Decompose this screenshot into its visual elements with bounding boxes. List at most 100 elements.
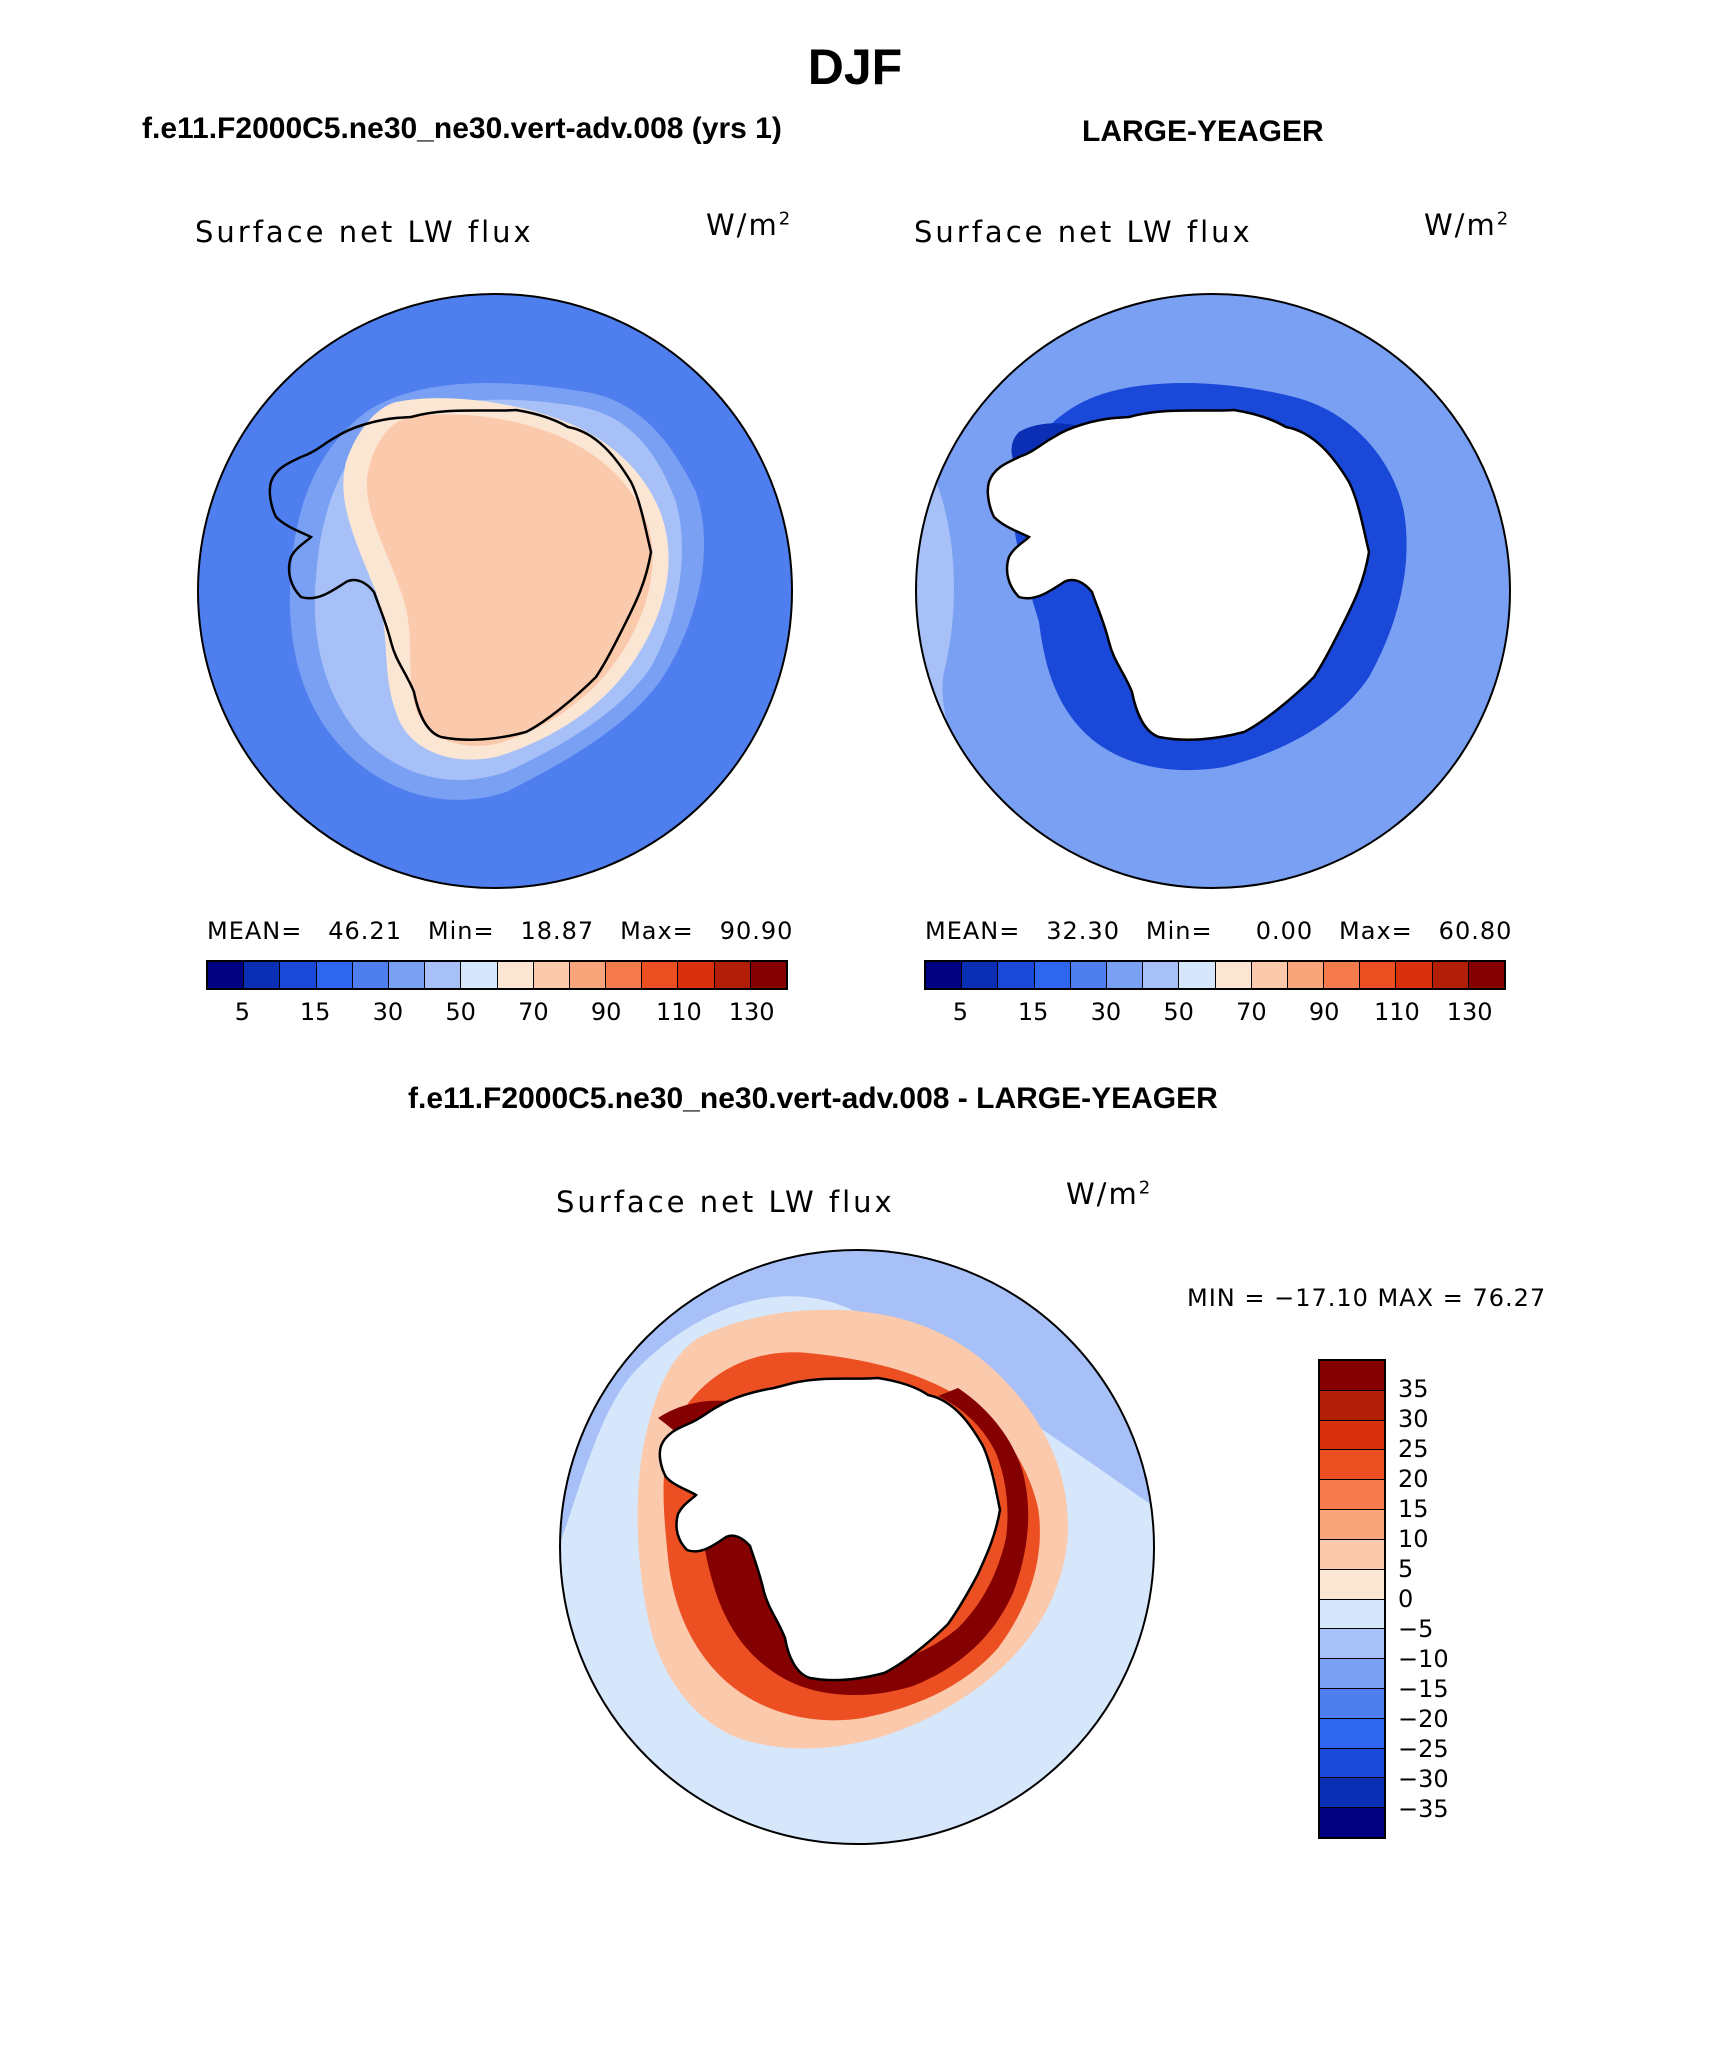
colorbar-swatch	[388, 962, 426, 988]
panel3-colorbar	[1318, 1359, 1386, 1839]
colorbar-tick-label: 10	[1398, 1525, 1429, 1553]
colorbar-tick-label: 70	[1236, 998, 1267, 1026]
colorbar-tick-label: 110	[655, 998, 702, 1026]
panel3-blue-region	[560, 1250, 1154, 1548]
colorbar-swatch	[1106, 962, 1144, 988]
colorbar-swatch	[1320, 1450, 1384, 1481]
panel3-land-mask	[659, 1378, 1000, 1681]
panel1-units-base: W/m	[706, 208, 779, 242]
panel1-mean-label: MEAN=	[207, 917, 303, 945]
panel2-max-value: 60.80	[1438, 917, 1513, 945]
colorbar-tick-label: −30	[1398, 1765, 1449, 1793]
panel3-min-max: MIN = −17.10 MAX = 76.27	[1187, 1284, 1547, 1312]
colorbar-swatch	[1320, 1748, 1384, 1779]
panel1-max-value: 90.90	[719, 917, 794, 945]
colorbar-tick-label: 0	[1398, 1585, 1414, 1613]
colorbar-swatch	[962, 962, 999, 988]
panel1-polar-map	[197, 293, 793, 889]
colorbar-tick-label: −20	[1398, 1705, 1449, 1733]
colorbar-swatch	[352, 962, 389, 988]
colorbar-swatch	[1396, 962, 1433, 988]
colorbar-swatch	[497, 962, 534, 988]
colorbar-tick-label: −35	[1398, 1795, 1449, 1823]
panel1-units-exp: 2	[778, 208, 793, 230]
colorbar-swatch	[1215, 962, 1252, 988]
panel1-coastline	[268, 408, 653, 741]
colorbar-swatch	[1320, 1390, 1384, 1421]
colorbar-swatch	[569, 962, 607, 988]
colorbar-swatch	[1432, 962, 1469, 988]
panel1-max-label: Max=	[620, 917, 694, 945]
colorbar-tick-label: 20	[1398, 1465, 1429, 1493]
colorbar-swatch	[1320, 1808, 1384, 1837]
colorbar-tick-label: 50	[1163, 998, 1194, 1026]
panel1-interior-field	[366, 414, 653, 746]
panel1-stats: MEAN= 46.21 Min= 18.87 Max= 90.90	[207, 917, 793, 945]
panel2-max-label: Max=	[1339, 917, 1413, 945]
panel2-land-mask	[987, 410, 1369, 740]
panel2-plot-label: Surface net LW flux	[914, 215, 1253, 249]
colorbar-swatch	[606, 962, 643, 988]
colorbar-tick-label: 15	[1398, 1495, 1429, 1523]
panel3-map-border	[559, 1249, 1155, 1845]
colorbar-swatch	[1320, 1599, 1384, 1630]
colorbar-swatch	[1324, 962, 1361, 988]
colorbar-swatch	[1034, 962, 1071, 988]
panel2-case-title: LARGE-YEAGER	[1082, 115, 1324, 148]
colorbar-swatch	[244, 962, 281, 988]
colorbar-tick-label: 15	[1017, 998, 1049, 1026]
panel2-polar-map	[915, 293, 1511, 889]
colorbar-swatch	[1320, 1688, 1384, 1719]
panel2-coastline	[986, 408, 1371, 741]
panel3-polar-map	[559, 1249, 1155, 1845]
panel2-mean-value: 32.30	[1046, 917, 1120, 945]
colorbar-swatch	[533, 962, 570, 988]
colorbar-swatch	[280, 962, 317, 988]
colorbar-tick-label: 15	[299, 998, 331, 1026]
colorbar-swatch	[1320, 1480, 1384, 1511]
panel2-map-border	[915, 293, 1511, 889]
panel3-plot-label: Surface net LW flux	[556, 1185, 895, 1219]
colorbar-tick-label: 35	[1398, 1375, 1429, 1403]
colorbar-swatch	[1143, 962, 1180, 988]
panel2-min-label: Min=	[1145, 917, 1213, 945]
colorbar-swatch	[1468, 962, 1504, 988]
colorbar-swatch	[1320, 1778, 1384, 1809]
colorbar-tick-label: 30	[372, 998, 404, 1026]
colorbar-swatch	[1251, 962, 1288, 988]
colorbar-tick-label: 25	[1398, 1435, 1429, 1463]
colorbar-tick-label: 130	[1446, 998, 1493, 1026]
colorbar-swatch	[1320, 1510, 1384, 1540]
panel2-units: W/m2	[1424, 208, 1510, 242]
colorbar-tick-label: 70	[518, 998, 549, 1026]
colorbar-swatch	[1287, 962, 1325, 988]
colorbar-tick-label: 5	[952, 998, 969, 1026]
colorbar-tick-label: 110	[1373, 998, 1420, 1026]
panel3-coastline	[658, 1376, 1002, 1682]
panel3-case-title: f.e11.F2000C5.ne30_ne30.vert-adv.008 - L…	[408, 1082, 1218, 1115]
colorbar-swatch	[1179, 962, 1216, 988]
panel1-min-label: Min=	[427, 917, 495, 945]
colorbar-swatch	[1320, 1718, 1384, 1749]
colorbar-swatch	[678, 962, 715, 988]
colorbar-swatch	[1320, 1539, 1384, 1570]
colorbar-swatch	[1320, 1659, 1384, 1689]
panel3-units-exp: 2	[1138, 1177, 1153, 1199]
panel2-units-exp: 2	[1496, 208, 1511, 230]
main-title: DJF	[807, 39, 903, 95]
panel2-min-value: 0.00	[1255, 917, 1314, 945]
panel1-colorbar	[206, 960, 788, 990]
colorbar-swatch	[926, 962, 963, 988]
panel1-units: W/m2	[706, 208, 792, 242]
panel2-units-base: W/m	[1424, 208, 1497, 242]
colorbar-swatch	[642, 962, 679, 988]
panel1-mean-value: 46.21	[328, 917, 402, 945]
panel2-mean-label: MEAN=	[925, 917, 1021, 945]
colorbar-tick-label: −25	[1398, 1735, 1449, 1763]
colorbar-tick-label: 5	[234, 998, 251, 1026]
panel1-min-value: 18.87	[520, 917, 595, 945]
colorbar-swatch	[1320, 1629, 1384, 1660]
panel2-colorbar	[924, 960, 1506, 990]
colorbar-swatch	[1360, 962, 1397, 988]
colorbar-tick-label: 50	[445, 998, 476, 1026]
